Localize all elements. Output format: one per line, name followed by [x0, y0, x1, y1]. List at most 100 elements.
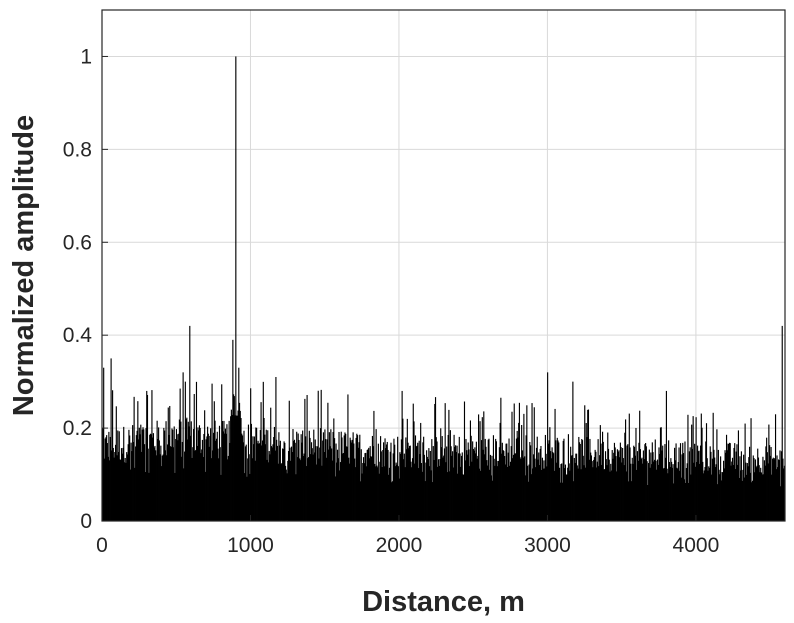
bar — [613, 452, 615, 521]
bar — [526, 405, 528, 521]
bar — [426, 456, 428, 521]
bar — [586, 437, 588, 521]
x-tick-label-4: 4000 — [673, 534, 720, 557]
bar — [457, 453, 460, 521]
bar — [261, 440, 264, 521]
bar — [584, 405, 586, 521]
bar — [530, 474, 532, 521]
bar — [328, 449, 330, 521]
x-axis-ticks: 0 1000 2000 3000 4000 — [96, 515, 719, 557]
bar — [123, 426, 125, 521]
bar — [279, 445, 281, 521]
bar — [601, 464, 603, 521]
bar — [284, 465, 287, 521]
bar — [774, 458, 776, 521]
bar — [394, 444, 396, 521]
bar — [226, 424, 228, 521]
bar — [658, 447, 660, 521]
bar — [102, 428, 104, 521]
bar — [551, 447, 553, 521]
bar — [769, 445, 771, 521]
bar — [137, 401, 139, 521]
bar — [644, 444, 646, 521]
bar — [568, 463, 570, 521]
bar — [343, 435, 345, 521]
bar — [105, 437, 107, 521]
bar — [748, 446, 751, 521]
bar — [717, 484, 719, 521]
bar — [535, 467, 537, 521]
bar — [638, 442, 640, 521]
bar — [743, 477, 745, 521]
bar — [187, 439, 189, 521]
bar — [270, 407, 272, 521]
bar — [107, 456, 109, 521]
bar — [357, 435, 359, 521]
bar — [618, 450, 620, 521]
bar — [398, 478, 400, 521]
bar — [254, 460, 256, 521]
bar — [670, 458, 672, 521]
bar — [419, 454, 421, 521]
bar — [571, 455, 573, 521]
bar — [207, 426, 209, 521]
bar — [424, 481, 426, 521]
bar — [766, 452, 768, 521]
bar — [622, 448, 624, 521]
bar — [124, 457, 126, 521]
bar — [507, 452, 509, 521]
bar — [762, 456, 764, 521]
bar — [305, 466, 307, 521]
bar — [261, 445, 263, 521]
bar — [126, 454, 129, 521]
bar — [311, 448, 313, 521]
bar — [561, 482, 564, 521]
bar — [133, 396, 135, 521]
bar — [457, 473, 459, 521]
bar — [453, 434, 455, 521]
bar — [316, 446, 319, 521]
bar — [662, 445, 664, 521]
bar — [486, 460, 488, 521]
bar — [524, 456, 526, 521]
bar — [552, 452, 554, 521]
bar — [759, 472, 761, 521]
bar — [322, 432, 325, 521]
bar — [710, 451, 712, 521]
bar — [751, 482, 753, 521]
bar — [345, 433, 347, 521]
bar — [659, 427, 662, 521]
bar — [587, 409, 590, 521]
bar — [257, 440, 259, 521]
bar — [280, 464, 282, 521]
bar — [637, 460, 639, 521]
bar — [626, 445, 628, 521]
bar — [162, 454, 164, 521]
bar — [498, 460, 500, 521]
bar — [665, 457, 667, 521]
bar — [538, 465, 541, 521]
bar — [220, 474, 222, 521]
bar — [606, 465, 608, 521]
bar — [432, 446, 434, 521]
bar — [435, 437, 437, 521]
bar — [589, 438, 591, 521]
bar — [463, 474, 465, 521]
bar — [127, 444, 129, 521]
bar — [209, 435, 211, 521]
bar — [494, 465, 496, 521]
bar — [286, 473, 288, 521]
bar — [662, 468, 665, 521]
bar — [264, 434, 266, 521]
bar — [449, 430, 451, 521]
bar — [371, 456, 373, 521]
bar — [610, 463, 612, 521]
bar — [169, 405, 171, 521]
bar — [543, 460, 545, 521]
bar — [381, 467, 383, 521]
bar — [216, 431, 218, 521]
bar — [493, 458, 495, 521]
bar — [579, 443, 581, 521]
bar — [203, 433, 205, 521]
x-axis-label: Distance, m — [362, 586, 525, 618]
